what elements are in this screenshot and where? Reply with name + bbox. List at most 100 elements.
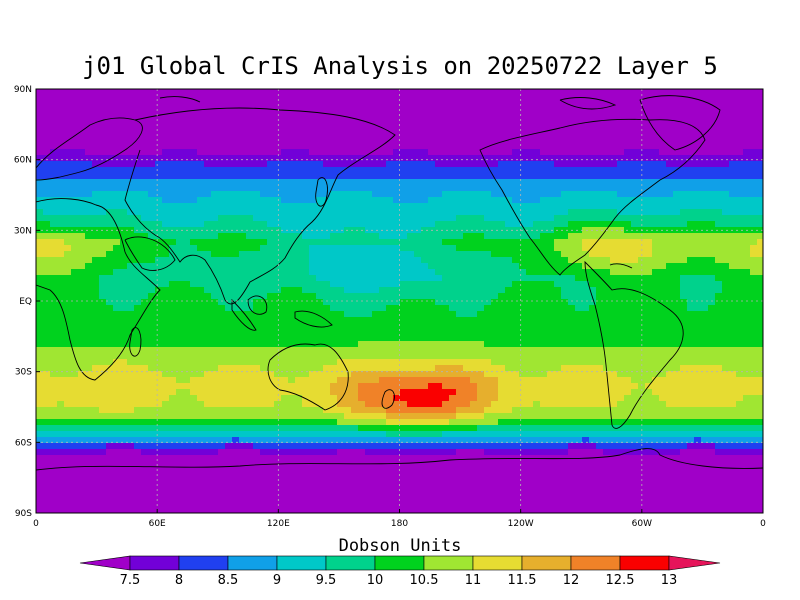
field-cell: [365, 191, 373, 198]
field-cell: [120, 137, 128, 144]
field-cell: [463, 245, 471, 252]
field-cell: [148, 185, 156, 192]
field-cell: [645, 353, 653, 360]
field-cell: [36, 293, 44, 300]
field-cell: [99, 341, 107, 348]
field-cell: [414, 371, 422, 378]
field-cell: [442, 299, 450, 306]
field-cell: [169, 329, 177, 336]
field-cell: [379, 107, 387, 114]
field-cell: [71, 329, 79, 336]
field-cell: [281, 131, 289, 138]
field-cell: [533, 347, 541, 354]
field-cell: [316, 149, 324, 156]
field-cell: [603, 209, 611, 216]
field-cell: [722, 245, 730, 252]
field-cell: [169, 359, 177, 366]
field-cell: [155, 89, 163, 96]
field-cell: [211, 113, 219, 120]
field-cell: [351, 125, 359, 132]
field-cell: [358, 275, 366, 282]
field-cell: [547, 215, 555, 222]
field-cell: [50, 119, 58, 126]
field-cell: [687, 137, 695, 144]
field-cell: [141, 101, 149, 108]
field-cell: [407, 197, 415, 204]
field-cell: [659, 125, 667, 132]
field-cell: [442, 101, 450, 108]
field-cell: [526, 305, 534, 312]
field-cell: [344, 197, 352, 204]
field-cell: [470, 149, 478, 156]
field-cell: [750, 215, 758, 222]
field-cell: [274, 251, 282, 258]
field-cell: [323, 245, 331, 252]
field-cell: [141, 191, 149, 198]
field-cell: [680, 203, 688, 210]
field-cell: [750, 311, 758, 318]
field-cell: [190, 161, 198, 168]
field-cell: [701, 287, 709, 294]
field-cell: [505, 329, 513, 336]
field-cell: [239, 233, 247, 240]
field-cell: [449, 137, 457, 144]
field-cell: [141, 365, 149, 372]
field-cell: [666, 317, 674, 324]
field-cell: [694, 299, 702, 306]
field-cell: [680, 299, 688, 306]
field-cell: [589, 137, 597, 144]
field-cell: [92, 143, 100, 150]
field-cell: [379, 167, 387, 174]
field-cell: [323, 203, 331, 210]
field-cell: [463, 137, 471, 144]
field-cell: [582, 311, 590, 318]
field-cell: [183, 143, 191, 150]
field-cell: [295, 263, 303, 270]
field-cell: [687, 167, 695, 174]
field-cell: [736, 197, 744, 204]
field-cell: [246, 239, 254, 246]
field-cell: [554, 149, 562, 156]
field-cell: [582, 293, 590, 300]
field-cell: [463, 167, 471, 174]
field-cell: [582, 179, 590, 186]
field-cell: [253, 359, 261, 366]
field-cell: [449, 257, 457, 264]
field-cell: [547, 341, 555, 348]
field-cell: [127, 197, 135, 204]
field-cell: [547, 293, 555, 300]
field-cell: [421, 341, 429, 348]
field-cell: [582, 305, 590, 312]
field-cell: [407, 335, 415, 342]
field-cell: [344, 311, 352, 318]
field-cell: [379, 305, 387, 312]
field-cell: [659, 347, 667, 354]
field-cell: [190, 371, 198, 378]
field-cell: [414, 107, 422, 114]
field-cell: [211, 137, 219, 144]
field-cell: [288, 251, 296, 258]
field-cell: [64, 251, 72, 258]
field-cell: [295, 167, 303, 174]
field-cell: [169, 281, 177, 288]
field-cell: [64, 185, 72, 192]
field-cell: [526, 137, 534, 144]
field-cell: [316, 317, 324, 324]
field-cell: [246, 203, 254, 210]
field-cell: [400, 305, 408, 312]
field-cell: [659, 329, 667, 336]
field-cell: [344, 257, 352, 264]
field-cell: [575, 371, 583, 378]
field-cell: [99, 323, 107, 330]
field-cell: [659, 245, 667, 252]
field-cell: [673, 251, 681, 258]
field-cell: [71, 95, 79, 102]
field-cell: [183, 335, 191, 342]
field-cell: [197, 245, 205, 252]
field-cell: [400, 221, 408, 228]
field-cell: [449, 341, 457, 348]
field-cell: [421, 203, 429, 210]
field-cell: [337, 221, 345, 228]
field-cell: [757, 197, 763, 204]
field-cell: [120, 287, 128, 294]
